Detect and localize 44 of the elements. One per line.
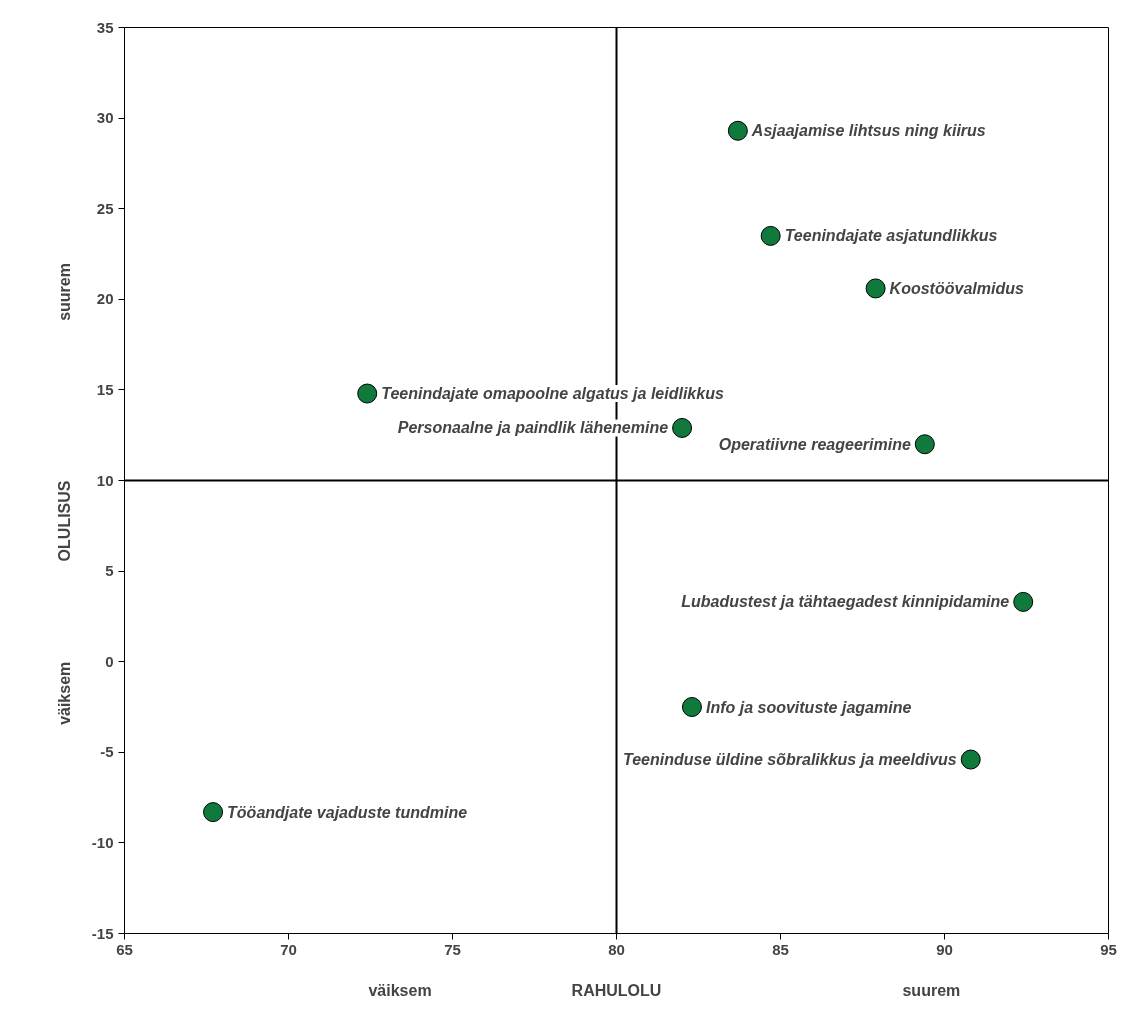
point: [681, 697, 702, 717]
point: [760, 225, 781, 246]
y-tick-label: 30: [96, 109, 114, 127]
text: väiksem: [368, 981, 432, 999]
x-axis-title: RAHULOLU: [571, 981, 662, 999]
series-label: Lubadustest ja tähtaegadest kinnipidamine: [681, 593, 1010, 611]
y-tick-label: -10: [91, 833, 114, 851]
point: [357, 383, 378, 404]
series-label: Teenindajate omapoolne algatus ja leidlikkus: [381, 385, 724, 403]
y-tick-label: 25: [96, 199, 114, 217]
series-label: Teenindajate asjatundlikkus: [784, 227, 998, 245]
point: [865, 278, 886, 299]
x-tick-label: 70: [280, 940, 297, 958]
x-tick-label: 80: [608, 940, 625, 958]
point: [1013, 591, 1034, 612]
series-label: Operatiivne reageerimine: [718, 435, 911, 453]
text: väiksem: [56, 661, 73, 725]
y-tick-label: -5: [100, 743, 114, 761]
point: [203, 802, 224, 823]
y-tick-label: 15: [96, 380, 114, 398]
series-label: Koostöövalmidus: [889, 279, 1024, 297]
point: [914, 434, 935, 455]
series-label: Teeninduse üldine sõbralikkus ja meeldivus: [623, 751, 957, 769]
point: [960, 749, 981, 770]
y-tick-label: 20: [96, 290, 114, 308]
text: suurem: [902, 981, 961, 999]
text: suurem: [56, 263, 73, 321]
x-tick-label: 75: [444, 940, 461, 958]
x-tick-label: 90: [936, 940, 953, 958]
y-tick-label: 35: [96, 18, 114, 36]
y-axis-title: OLULISUS: [56, 480, 73, 562]
series-label: Info ja soovituste jagamine: [705, 698, 912, 716]
series-label: Tööandjate vajaduste tundmine: [227, 803, 468, 821]
y-tick-label: -15: [91, 924, 114, 942]
series-label: Asjaajamise lihtsus ning kiirus: [750, 122, 986, 140]
y-tick-label: 0: [105, 652, 114, 670]
point: [672, 417, 693, 438]
series-label: Personaalne ja paindlik lähenemine: [397, 419, 669, 437]
y-tick-label: 10: [96, 471, 114, 489]
x-tick-label: 65: [116, 940, 133, 958]
y-tick-label: 5: [105, 562, 114, 580]
x-tick-label: 85: [772, 940, 789, 958]
point: [727, 120, 748, 141]
x-tick-label: 95: [1100, 940, 1117, 958]
